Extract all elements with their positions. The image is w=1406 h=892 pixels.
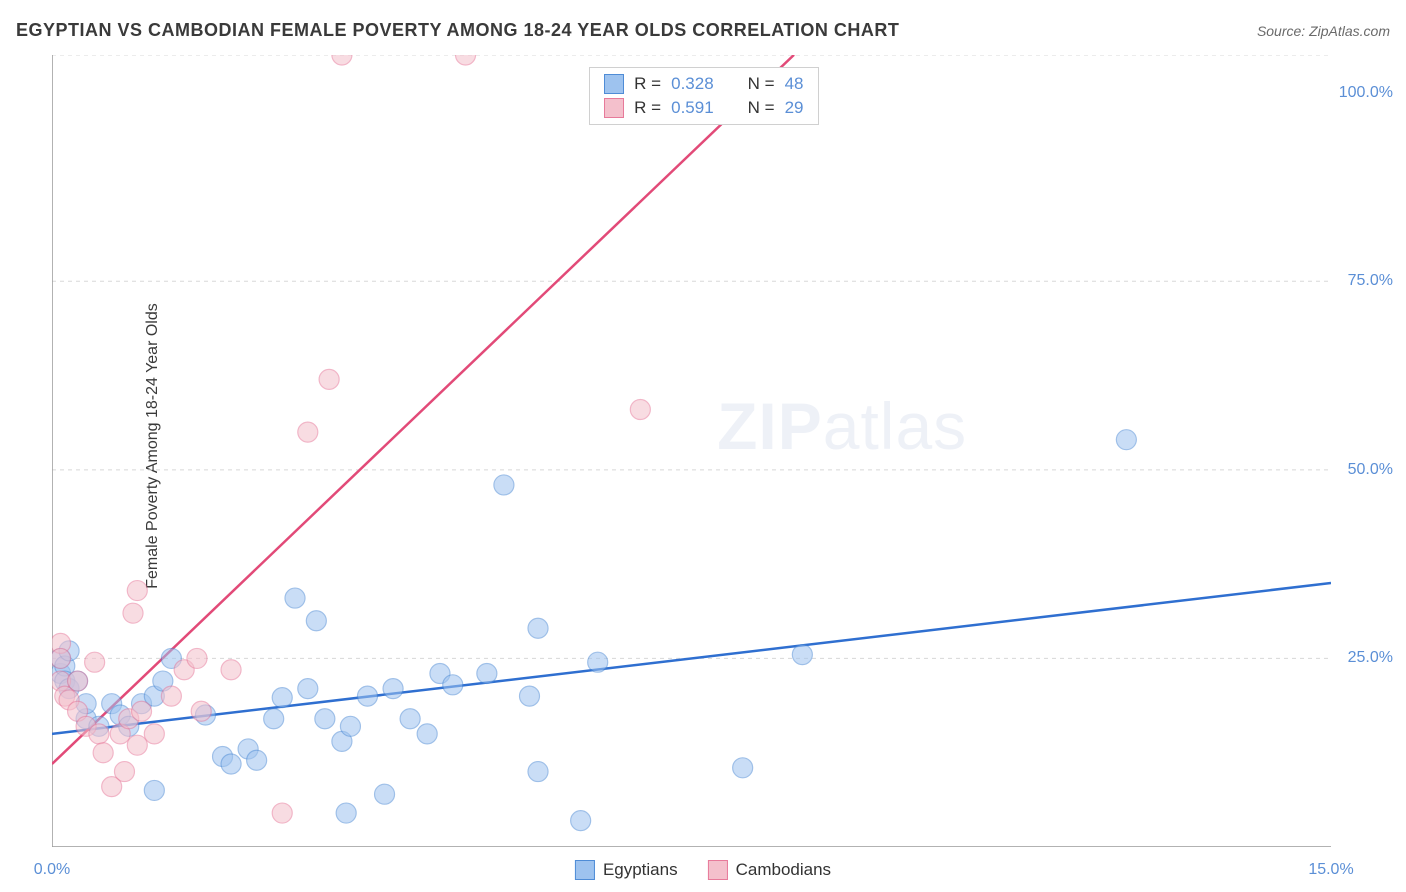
series-swatch xyxy=(604,98,624,118)
stat-r-label: R = xyxy=(634,74,661,94)
y-tick-label: 25.0% xyxy=(1348,649,1393,667)
stats-row: R = 0.591 N = 29 xyxy=(604,98,803,118)
legend-label: Cambodians xyxy=(736,860,831,880)
stat-n-label: N = xyxy=(748,74,775,94)
y-tick-label: 75.0% xyxy=(1348,272,1393,290)
stat-r-value: 0.591 xyxy=(671,98,714,118)
stats-row: R = 0.328 N = 48 xyxy=(604,74,803,94)
legend-swatch xyxy=(575,860,595,880)
stat-r-label: R = xyxy=(634,98,661,118)
x-tick-label: 15.0% xyxy=(1308,861,1353,879)
chart-title: EGYPTIAN VS CAMBODIAN FEMALE POVERTY AMO… xyxy=(16,20,899,41)
stat-n-label: N = xyxy=(748,98,775,118)
stat-n-value: 29 xyxy=(785,98,804,118)
stats-box: R = 0.328 N = 48 R = 0.591 N = 29 xyxy=(589,67,818,125)
series-swatch xyxy=(604,74,624,94)
legend-label: Egyptians xyxy=(603,860,678,880)
y-tick-label: 100.0% xyxy=(1339,84,1393,102)
y-tick-label: 50.0% xyxy=(1348,461,1393,479)
legend-swatch xyxy=(708,860,728,880)
stat-n-value: 48 xyxy=(785,74,804,94)
chart-area: ZIPatlas R = 0.328 N = 48 R = 0.591 N = … xyxy=(52,55,1331,847)
legend-item: Cambodians xyxy=(708,860,831,880)
source-label: Source: ZipAtlas.com xyxy=(1257,23,1390,39)
x-tick-label: 0.0% xyxy=(34,861,70,879)
legend-item: Egyptians xyxy=(575,860,678,880)
scatter-plot-svg xyxy=(52,55,1331,847)
legend: Egyptians Cambodians xyxy=(567,858,839,882)
stat-r-value: 0.328 xyxy=(671,74,714,94)
